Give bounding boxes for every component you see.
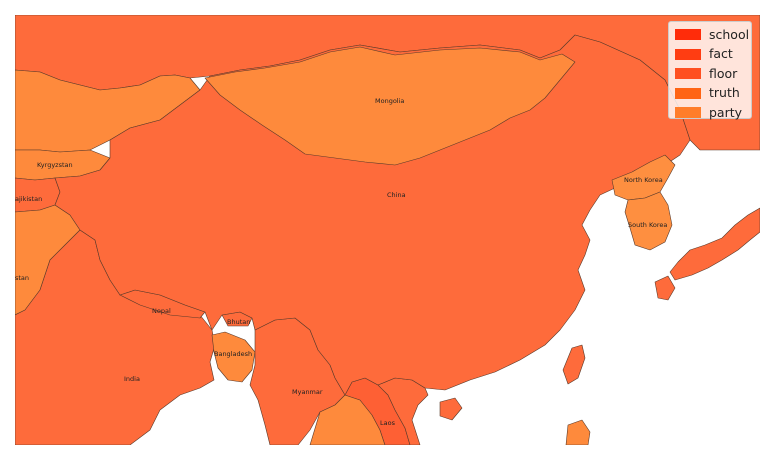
map-frame: Mongolia China Kyrgyzstan ajikistan stan… <box>15 15 760 445</box>
china-region[interactable] <box>54 34 691 396</box>
legend-item-truth: truth <box>675 84 745 104</box>
label-bangladesh: Bangladesh <box>214 350 252 358</box>
north-korea-region[interactable] <box>611 154 676 201</box>
legend-swatch-fact <box>675 48 701 60</box>
legend-label-truth: truth <box>709 85 740 100</box>
label-bhutan: Bhutan <box>227 318 250 326</box>
legend-swatch-truth <box>675 87 701 99</box>
legend-label-school: school <box>709 26 750 42</box>
map[interactable]: Mongolia China Kyrgyzstan ajikistan stan… <box>15 15 760 445</box>
legend-item-fact: fact <box>675 45 745 65</box>
legend-swatch-school <box>675 29 701 41</box>
label-pakistan: stan <box>15 274 29 282</box>
legend-item-floor: floor <box>675 64 745 84</box>
label-india: India <box>124 375 140 383</box>
mongolia-region[interactable] <box>204 46 576 166</box>
label-tajikistan: ajikistan <box>15 195 42 203</box>
hainan-region[interactable] <box>439 397 463 421</box>
japan-kyushu-region[interactable] <box>654 275 676 301</box>
label-china: China <box>387 191 406 199</box>
label-mongolia: Mongolia <box>375 97 404 105</box>
legend-swatch-party <box>675 107 701 119</box>
label-myanmar: Myanmar <box>292 388 323 396</box>
legend: school fact floor truth party <box>668 21 752 119</box>
legend-label-fact: fact <box>709 46 733 61</box>
label-kyrgyzstan: Kyrgyzstan <box>37 161 73 169</box>
label-south-korea: South Korea <box>628 221 667 229</box>
bangladesh-region[interactable] <box>211 331 256 383</box>
south-korea-region[interactable] <box>624 191 673 251</box>
legend-swatch-floor <box>675 68 701 80</box>
legend-label-party: party <box>709 104 743 120</box>
label-north-korea: North Korea <box>624 176 663 184</box>
legend-item-party: party <box>675 103 745 123</box>
philippines-region[interactable] <box>565 419 591 445</box>
legend-label-floor: floor <box>709 65 738 81</box>
legend-item-school: school <box>675 25 749 45</box>
label-laos: Laos <box>380 419 396 427</box>
label-nepal: Nepal <box>152 307 171 315</box>
taiwan-region[interactable] <box>562 344 586 385</box>
japan-region[interactable] <box>669 207 760 281</box>
